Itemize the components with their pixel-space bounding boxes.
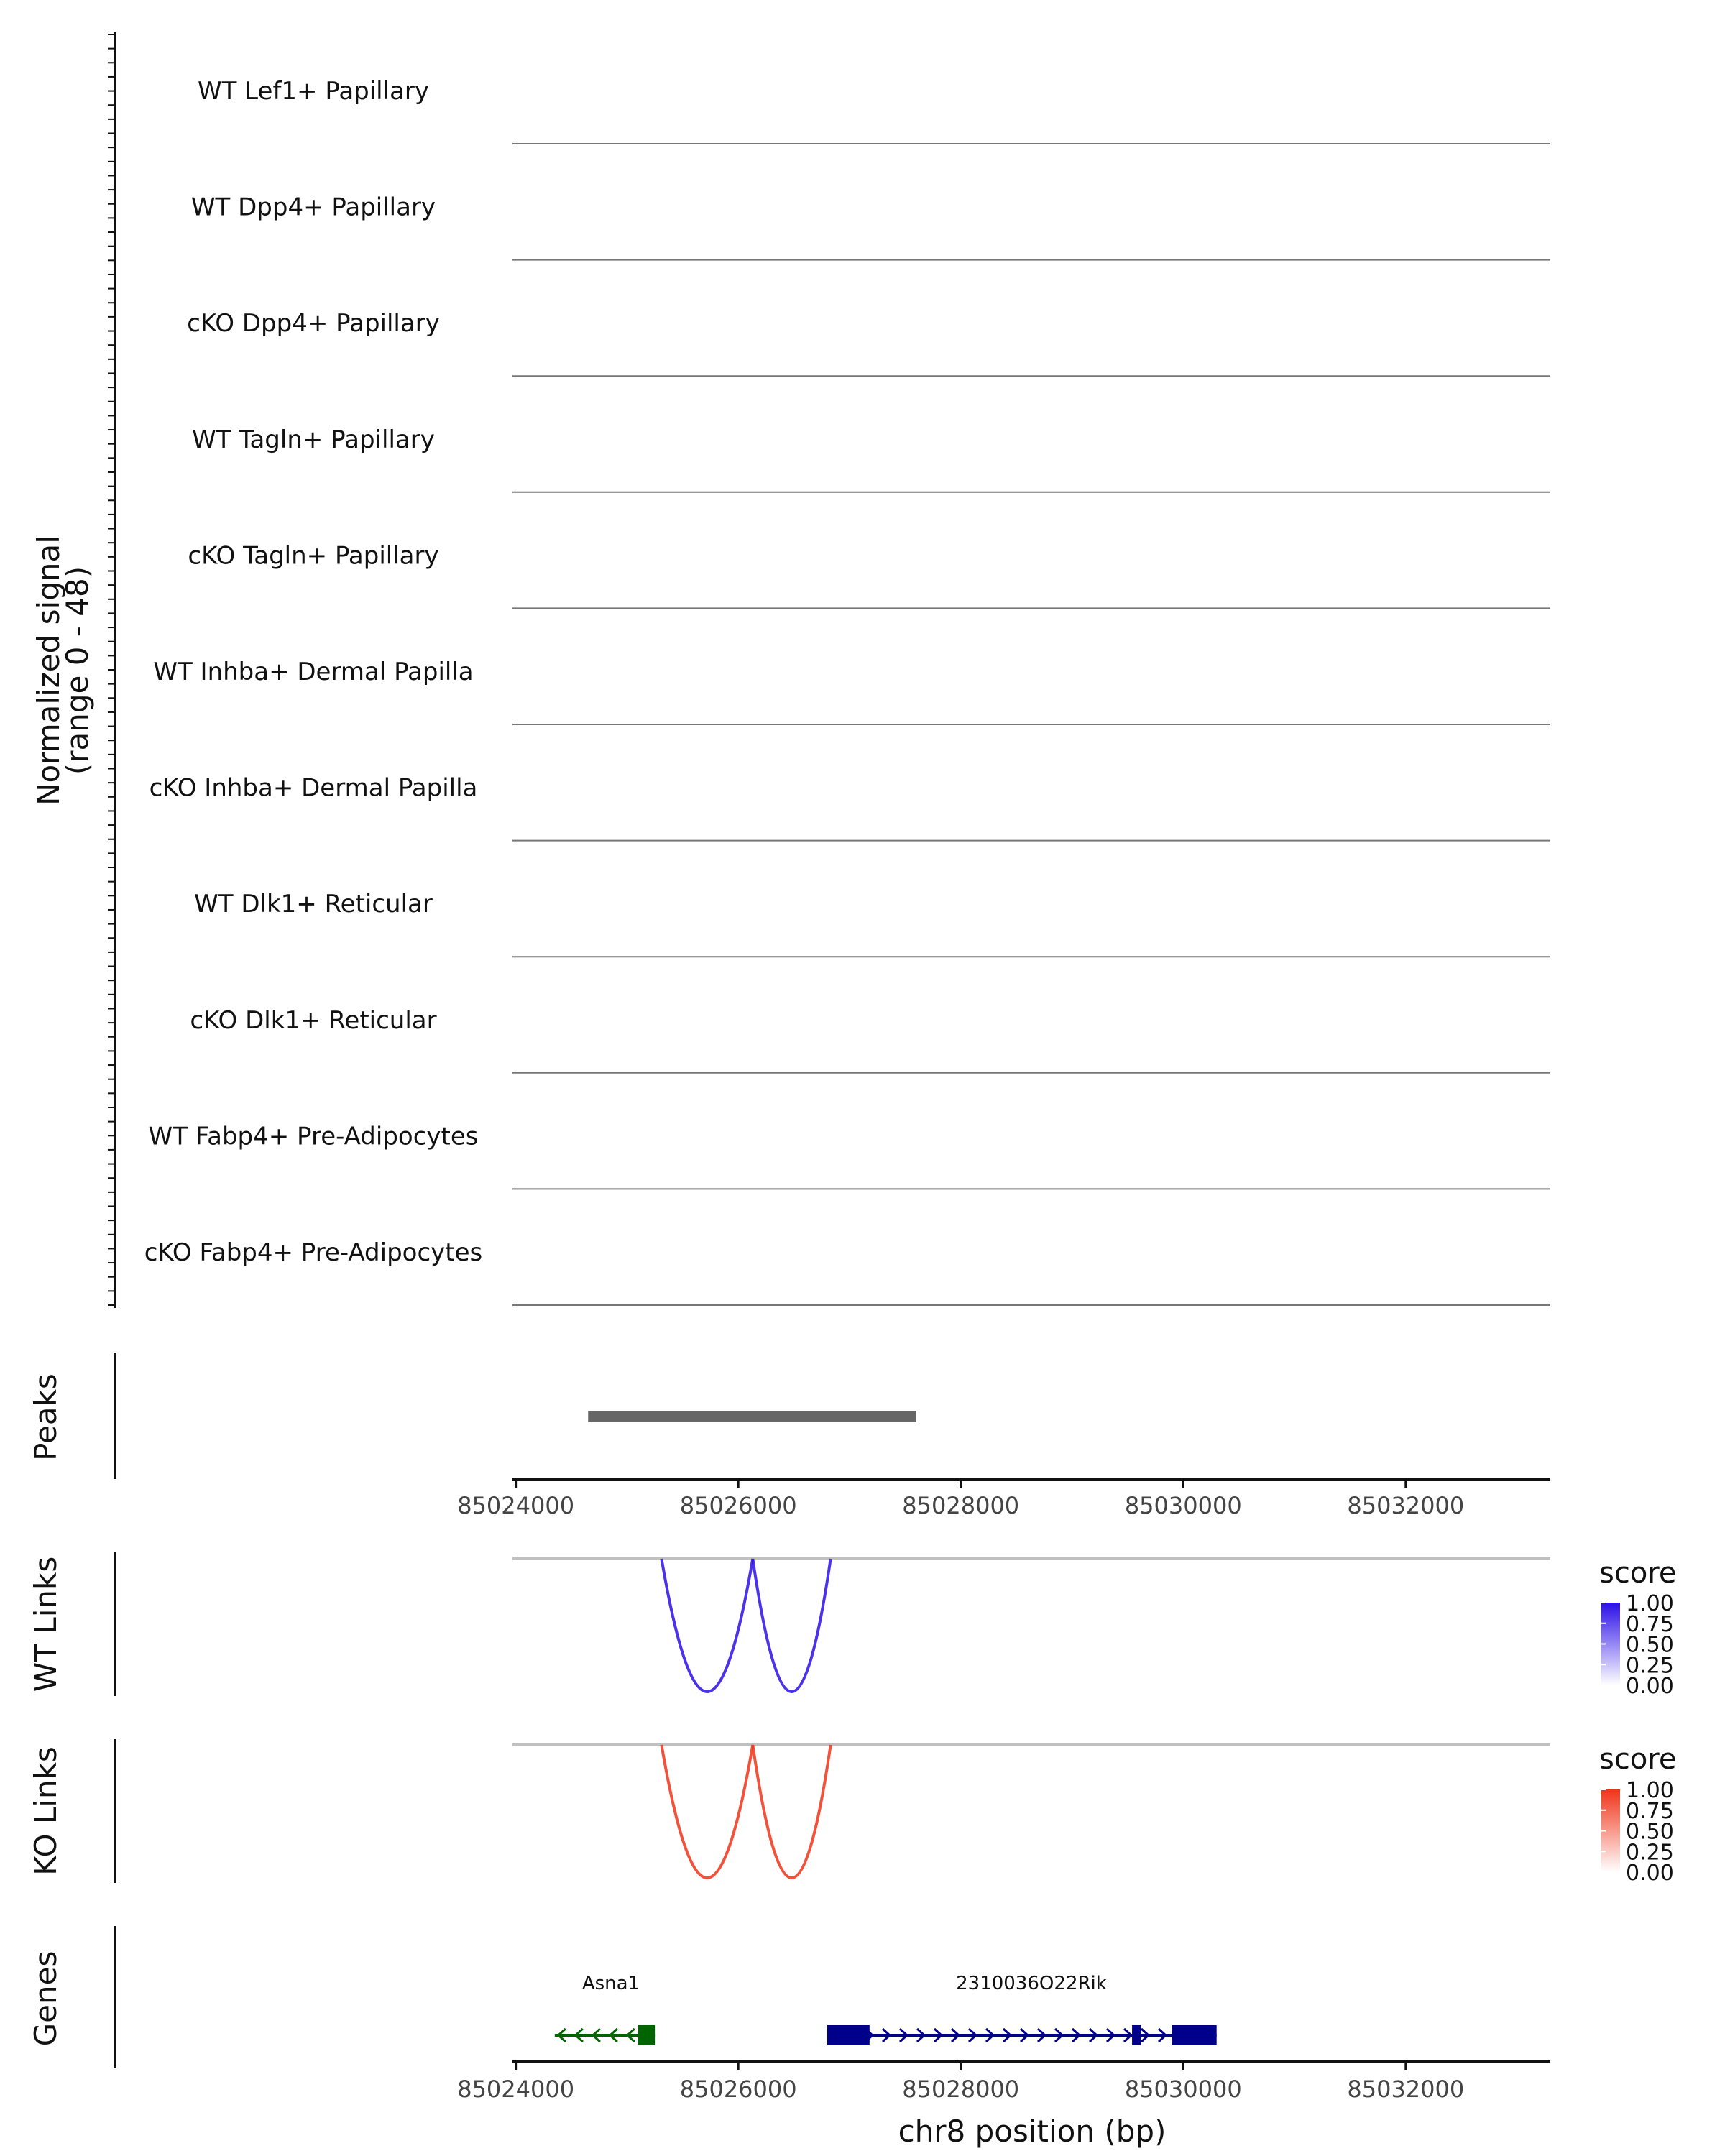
gene-strand-chevron-1	[967, 2027, 978, 2043]
gene-exon-1-1	[1132, 2025, 1141, 2045]
upper-x-tick-label: 85024000	[457, 1492, 574, 1519]
gene-exon-1-0	[827, 2025, 870, 2045]
x-axis-title: chr8 position (bp)	[898, 2114, 1167, 2149]
lower-x-tick-label: 85028000	[902, 2076, 1019, 2103]
gene-strand-chevron-1	[1140, 2027, 1151, 2043]
coverage-track-label-5: WT Inhba+ Dermal Papilla	[153, 658, 473, 686]
gene-strand-chevron-1	[1002, 2027, 1013, 2043]
legend-tick-label: 0.00	[1626, 1674, 1674, 1699]
lower-x-tick-label: 85032000	[1347, 2076, 1464, 2103]
link-arc-0-1	[751, 1558, 832, 1693]
wt-links-track-title: WT Links	[28, 1557, 63, 1692]
gene-strand-chevron-1	[985, 2027, 995, 2043]
ko-links-legend-title: score	[1599, 1743, 1676, 1776]
gene-label-1: 2310036O22Rik	[956, 1973, 1107, 1994]
gene-strand-chevron-1	[1123, 2027, 1133, 2043]
legend-tick-label: 0.50	[1626, 1633, 1674, 1658]
gene-strand-chevron-0	[608, 2027, 618, 2043]
legend-tick-label: 0.25	[1626, 1653, 1674, 1678]
genes-track-title: Genes	[28, 1951, 63, 2047]
lower-x-tick-label: 85024000	[457, 2076, 574, 2103]
coverage-track-label-0: WT Lef1+ Papillary	[198, 77, 429, 106]
coverage-track-label-4: cKO Tagln+ Papillary	[188, 541, 438, 570]
gene-strand-chevron-1	[1054, 2027, 1064, 2043]
gene-strand-chevron-1	[1071, 2027, 1082, 2043]
coverage-track-label-9: WT Fabp4+ Pre-Adipocytes	[149, 1122, 479, 1151]
coverage-track-label-3: WT Tagln+ Papillary	[192, 425, 435, 454]
gene-strand-chevron-0	[574, 2027, 584, 2043]
gene-strand-chevron-1	[881, 2027, 892, 2043]
coverage-track-label-1: WT Dpp4+ Papillary	[191, 193, 436, 222]
gene-strand-chevron-1	[1088, 2027, 1099, 2043]
upper-x-tick-label: 85028000	[902, 1492, 1019, 1519]
wt-links-legend-title: score	[1599, 1557, 1676, 1590]
upper-x-tick-label: 85032000	[1347, 1492, 1464, 1519]
gene-strand-chevron-0	[591, 2027, 601, 2043]
legend-tick-label: 1.00	[1626, 1591, 1674, 1616]
lower-x-tick-label: 85030000	[1125, 2076, 1242, 2103]
lower-x-tick-label: 85026000	[680, 2076, 797, 2103]
coverage-track-label-2: cKO Dpp4+ Papillary	[187, 309, 440, 338]
coverage-track-label-8: cKO Dlk1+ Reticular	[190, 1006, 436, 1035]
peak-region-0	[588, 1411, 916, 1422]
legend-tick-label: 1.00	[1626, 1778, 1674, 1803]
legend-tick-label: 0.75	[1626, 1612, 1674, 1637]
link-arc-1-1	[751, 1744, 832, 1879]
coverage-y-axis-title-line1: Normalized signal	[31, 535, 66, 806]
legend-tick-label: 0.25	[1626, 1840, 1674, 1865]
gene-strand-chevron-1	[916, 2027, 926, 2043]
gene-label-0: Asna1	[582, 1973, 640, 1994]
coverage-y-axis-title-line2: (range 0 - 48)	[60, 566, 95, 775]
gene-strand-chevron-1	[898, 2027, 909, 2043]
gene-strand-chevron-0	[625, 2027, 635, 2043]
gene-strand-chevron-1	[1105, 2027, 1116, 2043]
coverage-track-label-7: WT Dlk1+ Reticular	[194, 890, 433, 918]
gene-strand-chevron-1	[950, 2027, 961, 2043]
gene-strand-chevron-1	[933, 2027, 944, 2043]
upper-x-tick-label: 85030000	[1125, 1492, 1242, 1519]
upper-x-tick-label: 85026000	[680, 1492, 797, 1519]
legend-tick-label: 0.00	[1626, 1861, 1674, 1886]
coverage-track-label-10: cKO Fabp4+ Pre-Adipocytes	[144, 1238, 483, 1267]
ko-links-track-title: KO Links	[28, 1746, 63, 1876]
link-arc-1-0	[660, 1744, 755, 1879]
gene-exon-0-0	[638, 2025, 656, 2045]
gene-strand-chevron-1	[1157, 2027, 1168, 2043]
gene-strand-chevron-1	[1019, 2027, 1030, 2043]
coverage-track-label-6: cKO Inhba+ Dermal Papilla	[150, 774, 478, 803]
gene-exon-1-2	[1172, 2025, 1217, 2045]
legend-tick-label: 0.75	[1626, 1799, 1674, 1824]
gene-strand-chevron-1	[1036, 2027, 1047, 2043]
legend-tick-label: 0.50	[1626, 1820, 1674, 1845]
gene-strand-chevron-0	[556, 2027, 566, 2043]
link-arc-0-0	[660, 1558, 755, 1693]
peaks-track-title: Peaks	[28, 1373, 63, 1461]
